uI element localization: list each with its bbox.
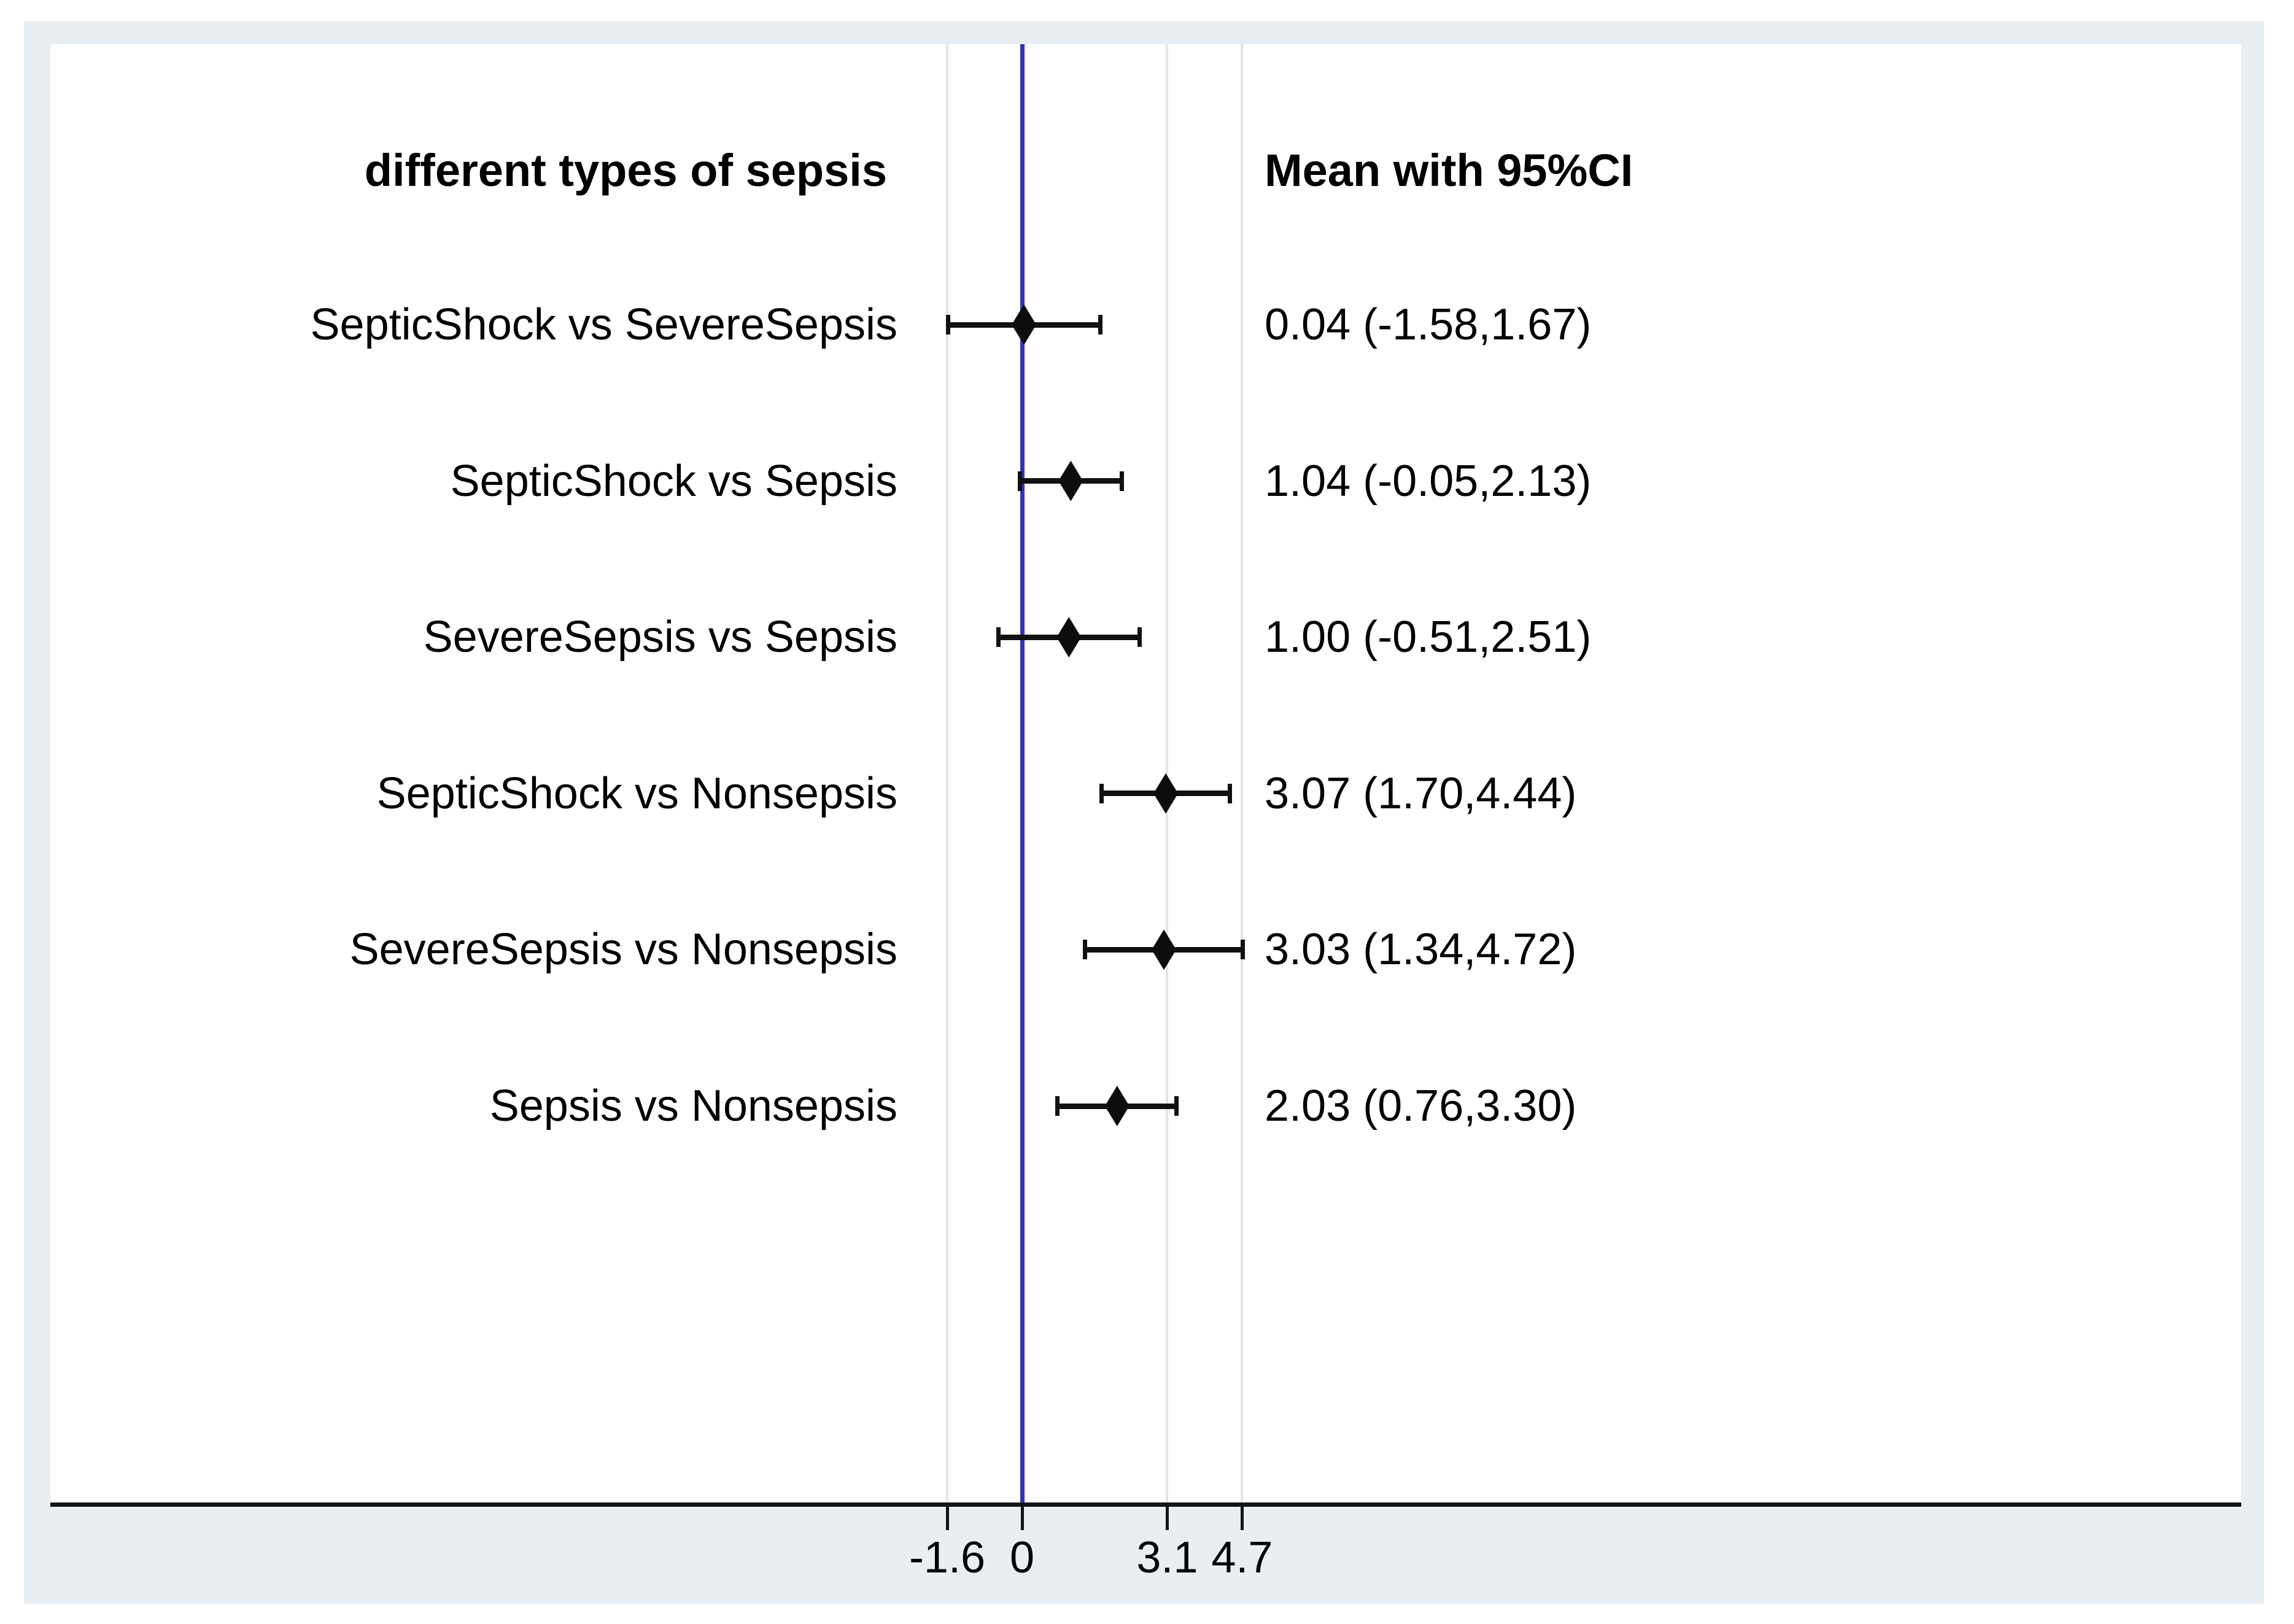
ci-cap-left xyxy=(1099,783,1104,803)
x-gridline xyxy=(1241,44,1244,1502)
mean-ci-value: 3.03 (1.34,4.72) xyxy=(1265,925,1577,975)
x-axis-tick xyxy=(1020,1507,1024,1530)
x-axis-line xyxy=(50,1502,2241,1507)
x-axis-tick xyxy=(1165,1507,1169,1530)
ci-cap-right xyxy=(1119,471,1124,491)
x-gridline xyxy=(1166,44,1169,1502)
x-axis-tick-label: 4.7 xyxy=(1211,1533,1273,1582)
ci-cap-right xyxy=(1174,1096,1179,1116)
row-label: SevereSepsis vs Nonsepsis xyxy=(349,925,897,975)
right-column-header: Mean with 95%CI xyxy=(1265,145,1633,196)
ci-cap-right xyxy=(1241,940,1246,960)
row-label: SepticShock vs Sepsis xyxy=(450,456,897,506)
x-axis-tick-label: -1.6 xyxy=(909,1533,986,1582)
ci-cap-left xyxy=(1017,471,1022,491)
x-axis-tick xyxy=(945,1507,949,1530)
row-label: SepticShock vs SevereSepsis xyxy=(310,300,897,349)
x-axis-tick-label: 0 xyxy=(1009,1533,1035,1582)
ci-cap-right xyxy=(1098,315,1102,334)
x-gridline xyxy=(946,44,948,1502)
x-axis-tick-label: 3.1 xyxy=(1136,1533,1198,1582)
row-label: SevereSepsis vs Sepsis xyxy=(423,613,897,662)
left-column-header: different types of sepsis xyxy=(364,145,887,196)
ci-cap-left xyxy=(996,627,1001,648)
row-label: SepticShock vs Nonsepsis xyxy=(376,768,897,818)
row-label: Sepsis vs Nonsepsis xyxy=(489,1081,897,1131)
ci-cap-right xyxy=(1137,627,1142,648)
zero-reference-line xyxy=(1020,44,1025,1502)
mean-ci-value: 2.03 (0.76,3.30) xyxy=(1265,1081,1577,1131)
mean-ci-value: 3.07 (1.70,4.44) xyxy=(1265,768,1577,818)
ci-cap-left xyxy=(1055,1096,1060,1116)
ci-cap-left xyxy=(1082,940,1087,960)
mean-ci-value: 1.04 (-0.05,2.13) xyxy=(1265,456,1592,506)
mean-ci-value: 1.00 (-0.51,2.51) xyxy=(1265,613,1592,662)
plot-area xyxy=(50,44,2241,1502)
ci-cap-left xyxy=(946,315,951,334)
x-axis-tick xyxy=(1240,1507,1244,1530)
mean-ci-value: 0.04 (-1.58,1.67) xyxy=(1265,300,1592,349)
ci-cap-right xyxy=(1228,783,1233,803)
